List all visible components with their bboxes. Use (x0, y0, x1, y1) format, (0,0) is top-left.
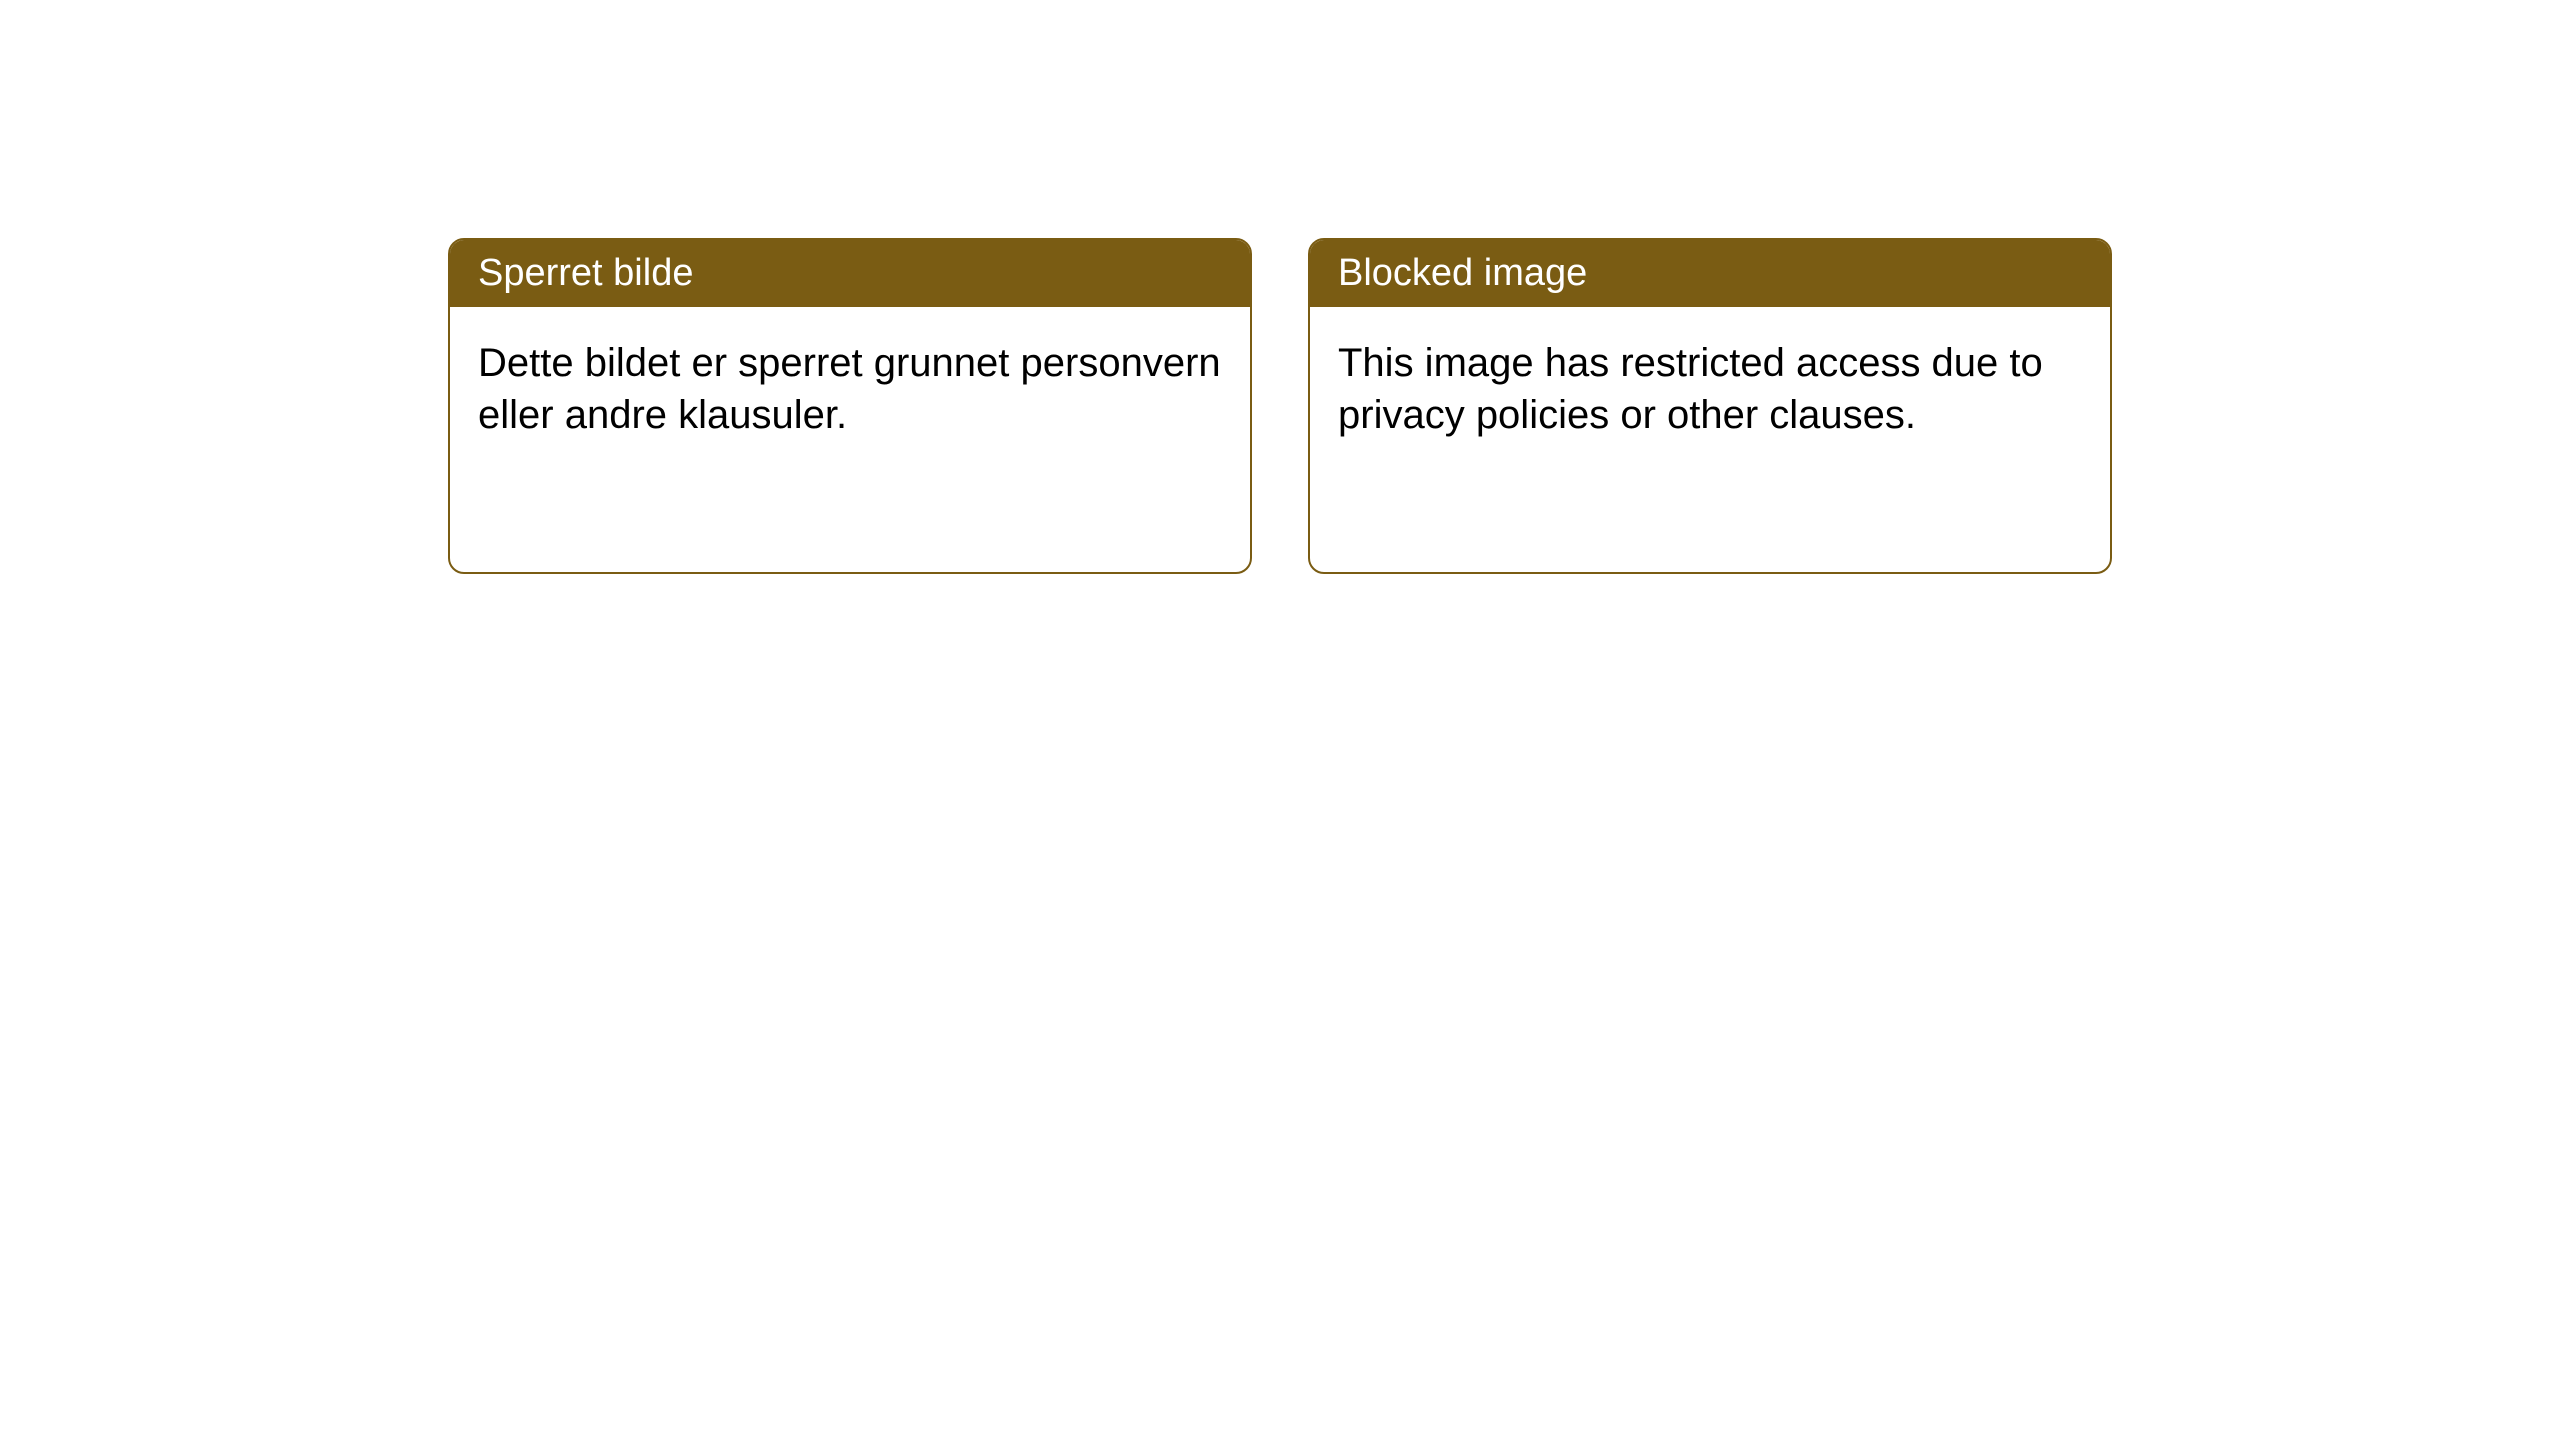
card-body: Dette bildet er sperret grunnet personve… (450, 307, 1250, 471)
card-body-text: This image has restricted access due to … (1338, 341, 2043, 437)
card-header: Sperret bilde (450, 240, 1250, 307)
card-header: Blocked image (1310, 240, 2110, 307)
card-header-text: Blocked image (1338, 252, 1587, 294)
card-container: Sperret bilde Dette bildet er sperret gr… (0, 0, 2560, 574)
card-header-text: Sperret bilde (478, 252, 693, 294)
card-body: This image has restricted access due to … (1310, 307, 2110, 471)
card-body-text: Dette bildet er sperret grunnet personve… (478, 341, 1221, 437)
blocked-image-card-en: Blocked image This image has restricted … (1308, 238, 2112, 574)
blocked-image-card-no: Sperret bilde Dette bildet er sperret gr… (448, 238, 1252, 574)
